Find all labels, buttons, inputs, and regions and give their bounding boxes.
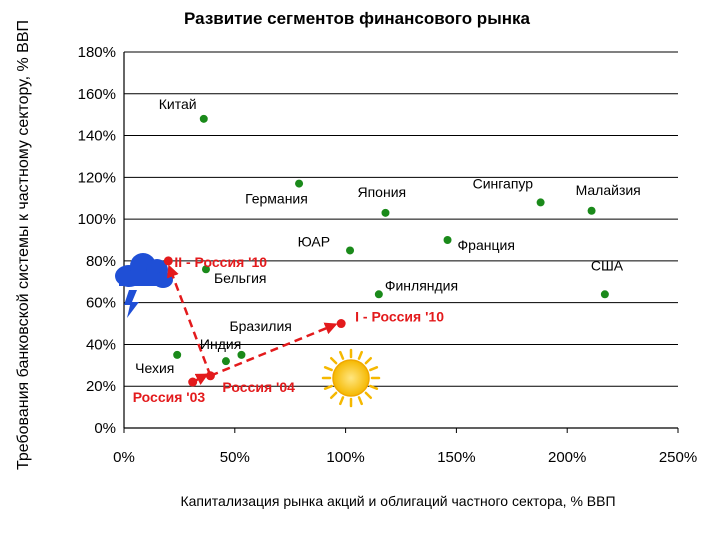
- country-point: [295, 179, 304, 188]
- country-point: [173, 350, 182, 359]
- russia-point: [163, 256, 173, 266]
- point-labels: Китай Германия Япония ЮАР Франция Сингапур Мал…: [135, 96, 641, 376]
- y-tick-label: 80%: [86, 253, 116, 270]
- sun-ray: [339, 350, 345, 360]
- sun-ray: [323, 384, 333, 390]
- country-label: Китай: [159, 96, 197, 112]
- country-point: [381, 208, 390, 217]
- country-point: [600, 290, 609, 299]
- sun-ray: [329, 391, 338, 400]
- country-label: Бельгия: [214, 270, 266, 286]
- country-label: Франция: [458, 237, 515, 253]
- country-point: [587, 206, 596, 215]
- y-tick-label: 160%: [78, 86, 116, 103]
- country-point: [346, 246, 355, 255]
- country-label: Финляндия: [385, 277, 458, 293]
- country-label: США: [591, 257, 624, 273]
- sun-ray: [369, 384, 379, 390]
- y-tick-label: 40%: [86, 336, 116, 353]
- country-points: [173, 114, 609, 366]
- x-tick-label: 200%: [548, 449, 586, 466]
- sun-ray: [357, 350, 363, 360]
- country-label: Бразилия: [229, 318, 291, 334]
- sun-ray: [369, 366, 379, 372]
- russia-point: [336, 319, 346, 329]
- country-point: [199, 114, 208, 123]
- country-label: Германия: [245, 191, 308, 207]
- y-tick-labels: 0% 20% 40% 60% 80% 100% 120% 140% 160% 180%: [78, 44, 116, 437]
- country-label: Япония: [357, 184, 406, 200]
- y-tick-label: 120%: [78, 169, 116, 186]
- russia-point: [188, 377, 198, 387]
- y-tick-label: 60%: [86, 295, 116, 312]
- russia-point: [205, 371, 215, 381]
- country-point: [201, 265, 210, 274]
- country-label: Малайзия: [576, 182, 641, 198]
- grid: [124, 51, 678, 387]
- y-tick-label: 0%: [94, 420, 116, 437]
- x-tick-label: 0%: [113, 449, 135, 466]
- sun-icon: [321, 348, 381, 408]
- chart-title: Развитие сегментов финансового рынка: [184, 9, 530, 28]
- country-point: [536, 198, 545, 207]
- sun-ray: [323, 366, 333, 372]
- country-point: [443, 236, 452, 244]
- russia-label: Россия '04: [222, 379, 295, 395]
- sun-ray: [329, 356, 338, 365]
- russia-points: Россия '03 Россия '04 I - Россия '10 II - Р…: [133, 254, 445, 405]
- y-tick-label: 180%: [78, 44, 116, 61]
- x-tick-label: 250%: [659, 449, 697, 466]
- russia-label: II - Россия '10: [174, 254, 267, 270]
- y-tick-label: 100%: [78, 211, 116, 228]
- russia-label: Россия '03: [133, 389, 206, 405]
- country-label: Чехия: [135, 360, 174, 376]
- x-tick-label: 150%: [437, 449, 475, 466]
- russia-label: I - Россия '10: [355, 309, 444, 325]
- x-tick-labels: 0% 50% 100% 150% 200% 250%: [113, 449, 697, 466]
- x-tick-label: 50%: [220, 449, 250, 466]
- x-axis-label: Капитализация рынка акций и облигаций ча…: [180, 493, 615, 509]
- sun-ray: [364, 356, 373, 365]
- sun-ray: [339, 396, 345, 406]
- sun-ray: [357, 396, 363, 406]
- country-point: [237, 350, 246, 359]
- country-point: [221, 357, 230, 366]
- x-tick-label: 100%: [326, 449, 364, 466]
- y-tick-label: 20%: [86, 378, 116, 395]
- russia-path-04-10-ii: [167, 264, 212, 377]
- country-label: Индия: [200, 336, 241, 352]
- russia-path-04-10-i: [209, 322, 338, 377]
- y-tick-label: 140%: [78, 128, 116, 145]
- country-point: [374, 290, 383, 299]
- y-axis-label: Требования банковской системы к частному…: [15, 20, 32, 470]
- sun-ray: [364, 391, 373, 400]
- country-label: ЮАР: [298, 233, 330, 249]
- country-label: Сингапур: [473, 175, 534, 191]
- axes: [123, 52, 679, 433]
